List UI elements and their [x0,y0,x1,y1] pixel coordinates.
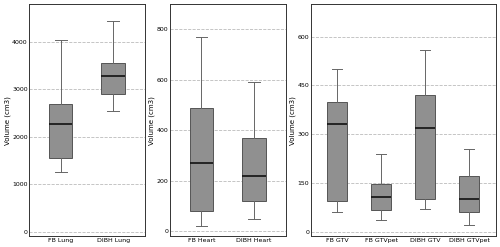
PathPatch shape [190,108,214,211]
PathPatch shape [49,104,72,158]
Y-axis label: Volume (cm3): Volume (cm3) [149,96,156,145]
PathPatch shape [102,63,125,94]
PathPatch shape [416,95,435,199]
PathPatch shape [328,102,347,201]
PathPatch shape [242,138,266,201]
Y-axis label: Volume (cm3): Volume (cm3) [4,96,10,145]
PathPatch shape [372,185,391,210]
Y-axis label: Volume (cm3): Volume (cm3) [290,96,296,145]
PathPatch shape [460,176,479,212]
